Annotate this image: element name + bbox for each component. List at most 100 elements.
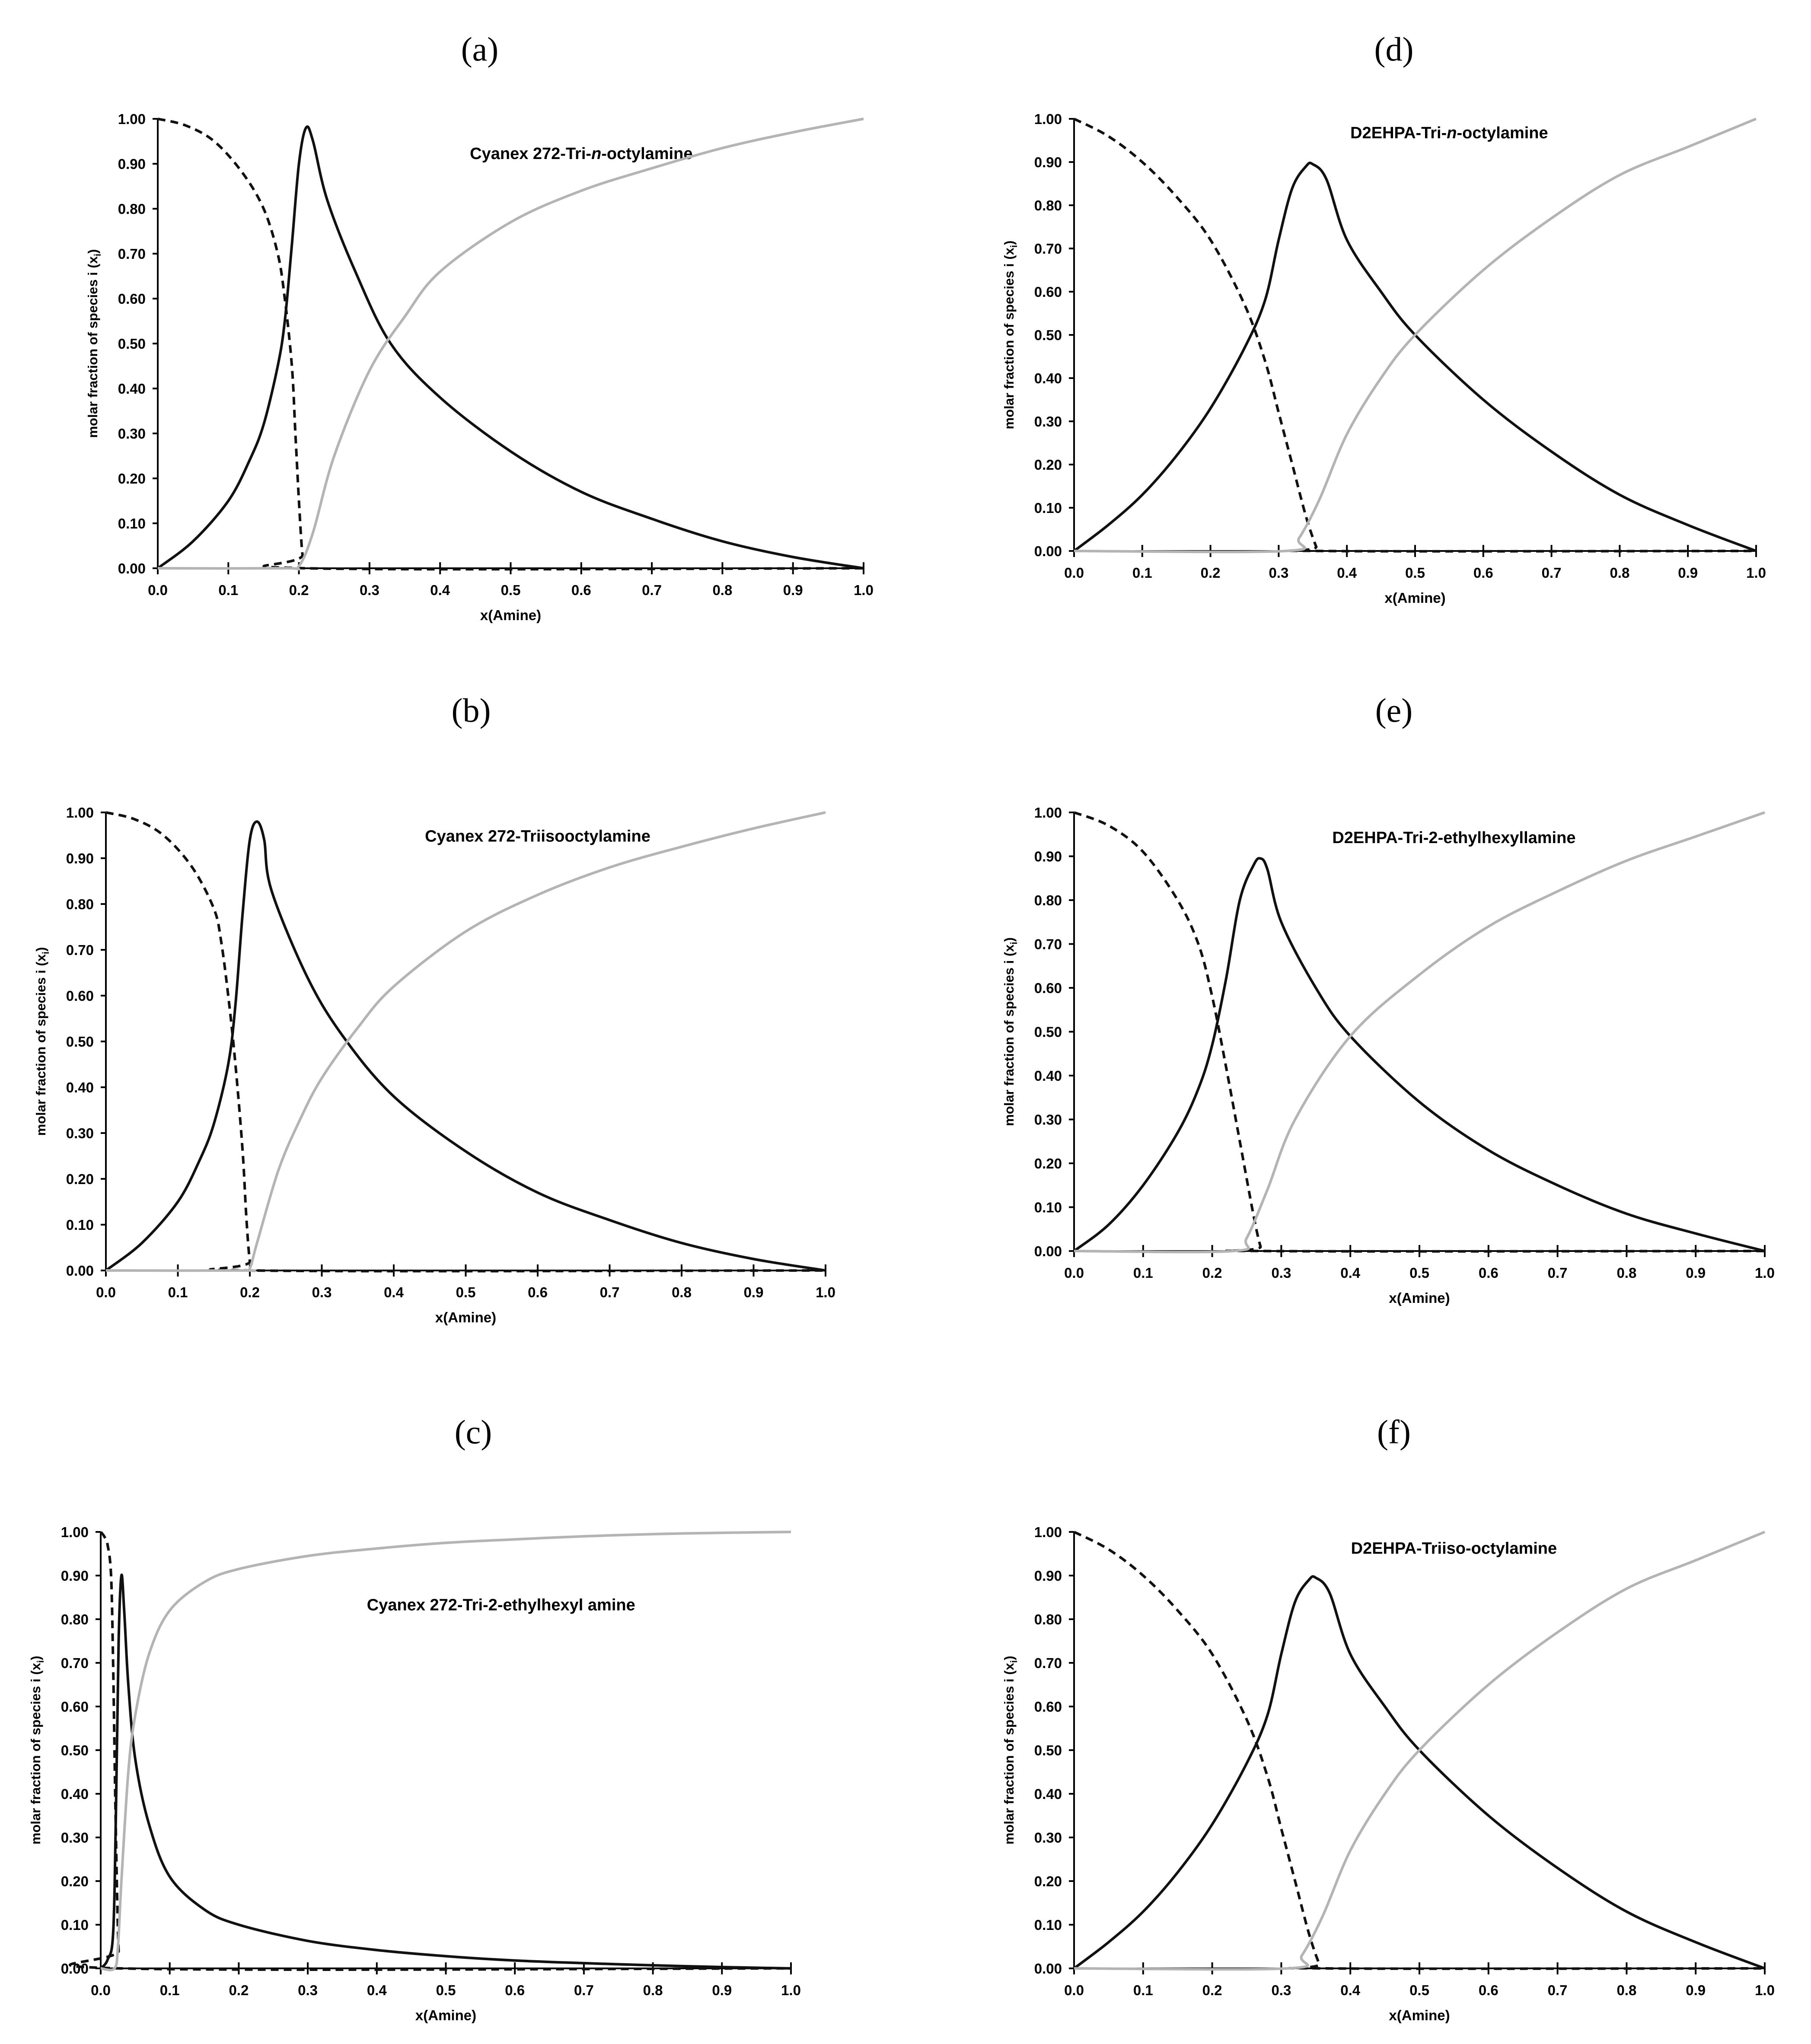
x-tick-label: 1.0: [854, 582, 874, 598]
x-tick-label: 0.3: [312, 1284, 332, 1300]
x-tick-label: 0.4: [384, 1284, 404, 1300]
panel-label: (f): [1377, 1413, 1411, 1451]
series-line-acid: [68, 1531, 791, 1971]
series-line-amine: [1074, 811, 1765, 1254]
y-tick-label: 0.90: [61, 1568, 89, 1584]
y-axis-label: molar fraction of species i (xi): [28, 1656, 46, 1845]
y-tick-label: 0.80: [66, 896, 94, 912]
x-tick-label: 0.1: [1133, 1982, 1153, 1998]
x-tick-label: 0.8: [1617, 1265, 1636, 1281]
x-tick-label: 0.8: [672, 1284, 692, 1300]
x-tick-label: 0.1: [168, 1284, 188, 1300]
series-line-amine: [157, 118, 864, 571]
x-tick-label: 0.9: [1686, 1265, 1706, 1281]
y-tick-label: 0.20: [118, 471, 146, 487]
y-tick-label: 0.10: [1034, 1200, 1062, 1216]
x-tick-label: 0.1: [1132, 565, 1152, 581]
x-tick-label: 1.0: [1746, 565, 1766, 581]
x-tick-label: 0.5: [456, 1284, 476, 1300]
y-tick-label: 0.80: [1034, 892, 1062, 908]
panel-label: (a): [461, 30, 499, 68]
y-tick-label: 0.30: [1034, 1112, 1062, 1128]
series-line-acid: [1073, 118, 1757, 553]
x-axis-label: x(Amine): [1389, 1290, 1450, 1306]
panel-label: (e): [1375, 691, 1413, 729]
series-line-acid: [1073, 1531, 1765, 1970]
y-tick-label: 1.00: [61, 1524, 89, 1540]
chart-title: D2EHPA-Tri-2-ethylhexyllamine: [1332, 829, 1575, 847]
x-axis-label: x(Amine): [415, 2007, 476, 2023]
x-axis-label: x(Amine): [480, 607, 541, 623]
panel-label: (b): [452, 691, 491, 729]
y-tick-label: 0.90: [1034, 849, 1062, 865]
x-tick-label: 0.2: [289, 582, 309, 598]
x-tick-label: 0.2: [229, 1982, 249, 1998]
x-tick-label: 0.1: [218, 582, 238, 598]
y-tick-label: 0.30: [1034, 414, 1062, 430]
x-tick-label: 0.4: [367, 1982, 387, 1998]
y-tick-label: 0.40: [66, 1079, 94, 1095]
x-tick-label: 0.3: [360, 582, 379, 598]
y-tick-label: 0.80: [1034, 197, 1062, 213]
chart-title: Cyanex 272-Tri-2-ethylhexyl amine: [367, 1596, 635, 1614]
chart-panel-e: (e) 0.0 0.1 0.2 0.3 0.4 0.5 0.6 0.7 0.8 0.9 1.0 0.00…: [1001, 691, 1775, 1306]
y-tick-label: 0.50: [118, 336, 146, 352]
series-line-amine: [105, 811, 826, 1272]
y-tick-label: 0.50: [66, 1034, 94, 1050]
x-tick-label: 0.3: [298, 1982, 318, 1998]
x-tick-label: 0.5: [1409, 1982, 1429, 1998]
x-tick-label: 0.9: [1686, 1982, 1706, 1998]
y-tick-label: 0.60: [61, 1699, 89, 1715]
x-tick-label: 0.3: [1271, 1982, 1291, 1998]
x-tick-label: 0.6: [571, 582, 591, 598]
x-tick-label: 0.2: [1202, 1265, 1222, 1281]
x-tick-label: 0.4: [1337, 565, 1357, 581]
y-tick-label: 0.40: [1034, 1068, 1062, 1084]
x-tick-label: 0.9: [1678, 565, 1698, 581]
x-tick-label: 0.8: [643, 1982, 663, 1998]
y-tick-label: 0.40: [61, 1786, 89, 1802]
x-tick-label: 0.7: [1548, 1982, 1568, 1998]
x-tick-label: 1.0: [781, 1982, 801, 1998]
y-tick-label: 1.00: [66, 805, 94, 821]
x-tick-label: 0.0: [1064, 1982, 1084, 1998]
x-axis-label: x(Amine): [1389, 2007, 1450, 2023]
x-tick-label: 0.0: [148, 582, 168, 598]
x-tick-label: 0.6: [528, 1284, 548, 1300]
y-tick-label: 0.20: [1034, 1873, 1062, 1889]
y-tick-label: 0.20: [1034, 457, 1062, 473]
y-tick-label: 0.10: [1034, 500, 1062, 516]
x-tick-label: 0.6: [1473, 565, 1493, 581]
x-tick-label: 0.6: [1479, 1265, 1499, 1281]
y-tick-label: 0.90: [118, 156, 146, 172]
x-tick-label: 0.4: [430, 582, 450, 598]
y-tick-label: 0.10: [61, 1917, 89, 1933]
chart-title: D2EHPA-Triiso-octylamine: [1351, 1539, 1557, 1557]
series-line-complex: [105, 820, 826, 1272]
chart-panel-f: (f) 0.0 0.1 0.2 0.3 0.4 0.5 0.6 0.7 0.8 0.9 1.0 0.00…: [1001, 1413, 1775, 2023]
x-tick-label: 0.0: [96, 1284, 116, 1300]
chart-title: Cyanex 272-Triisooctylamine: [425, 828, 650, 846]
y-tick-label: 0.30: [118, 426, 146, 442]
y-tick-label: 0.00: [1034, 1243, 1062, 1259]
y-tick-label: 0.70: [118, 246, 146, 262]
y-tick-label: 0.00: [66, 1263, 94, 1279]
y-tick-label: 0.70: [66, 942, 94, 958]
y-tick-label: 0.60: [1034, 284, 1062, 300]
series-line-complex: [1073, 856, 1765, 1252]
x-tick-label: 0.3: [1269, 565, 1288, 581]
x-tick-label: 0.7: [600, 1284, 620, 1300]
y-tick-label: 0.00: [1034, 1961, 1062, 1977]
x-tick-label: 0.1: [160, 1982, 180, 1998]
panel-label: (d): [1374, 30, 1414, 68]
y-tick-label: 0.60: [1034, 1699, 1062, 1715]
y-tick-label: 0.80: [61, 1611, 89, 1627]
y-tick-label: 0.60: [118, 291, 146, 307]
x-tick-label: 1.0: [1755, 1265, 1775, 1281]
x-tick-label: 0.1: [1133, 1265, 1153, 1281]
x-tick-label: 0.9: [783, 582, 803, 598]
x-tick-label: 0.2: [240, 1284, 260, 1300]
y-tick-label: 0.90: [1034, 154, 1062, 170]
y-tick-label: 0.10: [1034, 1917, 1062, 1933]
y-tick-label: 0.70: [1034, 241, 1062, 257]
